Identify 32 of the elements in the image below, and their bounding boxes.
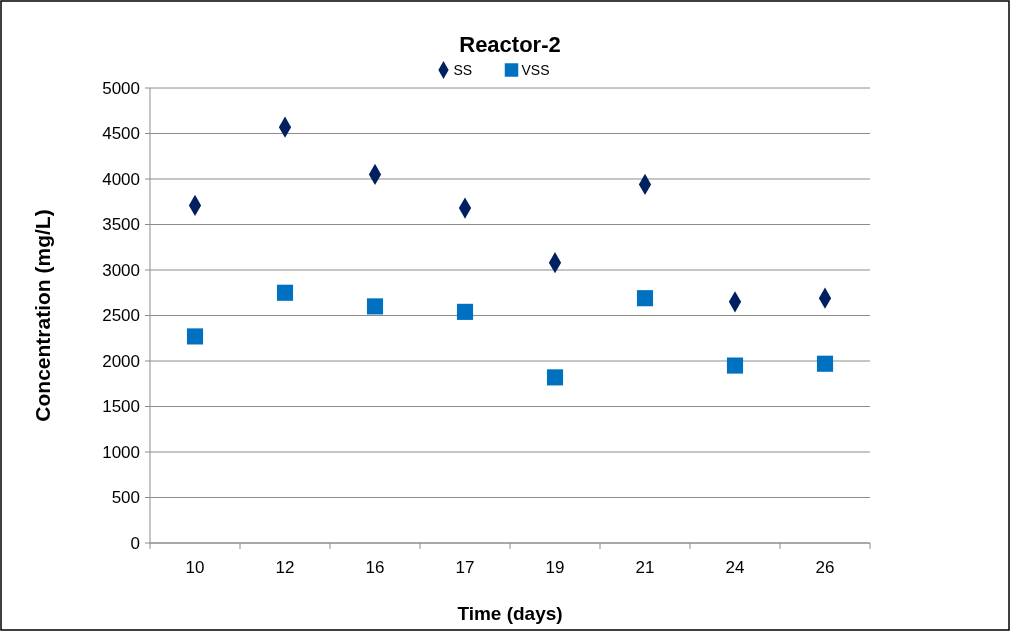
x-tick-label: 24: [725, 558, 745, 577]
point: [456, 303, 474, 320]
x-tick-label: 17: [455, 558, 475, 577]
legend-label: SS: [453, 62, 473, 78]
x-tick-label: 16: [365, 558, 385, 577]
point: [546, 369, 564, 386]
y-tick-label: 1500: [102, 397, 140, 417]
point: [366, 298, 384, 315]
y-tick-label: 500: [111, 488, 140, 508]
y-axis-title: Concentration (mg/L): [31, 209, 54, 422]
x-axis-title: Time (days): [457, 603, 563, 624]
y-tick-label: 1000: [102, 442, 140, 462]
y-tick-label: 3500: [102, 215, 140, 235]
y-tick-label: 0: [130, 533, 140, 553]
x-tick-label: 12: [275, 558, 295, 577]
x-tick-label: 21: [635, 558, 655, 577]
x-tick-label: 19: [545, 558, 565, 577]
point: [816, 355, 834, 372]
y-tick-label: 4500: [102, 124, 140, 144]
y-tick-label: 2000: [102, 351, 140, 371]
legend-label: VSS: [521, 62, 550, 78]
point: [276, 284, 294, 301]
y-tick-label: 3000: [102, 260, 140, 280]
x-tick-label: 10: [185, 558, 205, 577]
y-tick-label: 4000: [102, 169, 140, 189]
chart-title: Reactor-2: [459, 32, 561, 57]
y-tick-label: 2500: [102, 306, 140, 326]
point: [186, 328, 204, 345]
y-tick-label: 5000: [102, 78, 140, 98]
x-tick-label: 26: [815, 558, 835, 577]
point: [726, 357, 744, 374]
point: [636, 290, 654, 307]
